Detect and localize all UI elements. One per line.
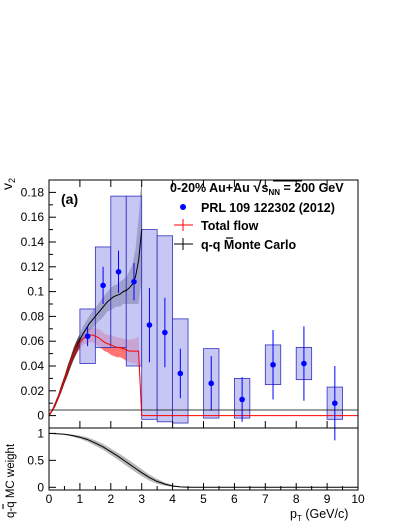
x-tick-label: 2 [107,492,114,506]
x-tick-label: 7 [262,492,269,506]
legend: PRL 109 122302 (2012) Total flow q-q Mon… [174,201,335,252]
weight-band-layer [49,433,204,488]
header-prefix: 0-20% Au+Au [170,181,253,195]
data-points-layer [84,250,338,441]
x-tick-label: 5 [200,492,207,506]
header-s-sub: NN [268,188,280,197]
weight-line [48,432,204,488]
top-y-tick-label: 0.08 [21,309,45,323]
top-y-tick-label: 0.02 [21,384,45,398]
top-y-tick-label: 0.12 [21,260,45,274]
collision-header: 0-20% Au+Au √sNN = 200 GeV [170,179,344,197]
svg-text:0-20% Au+Au √sNN = 200 GeV: 0-20% Au+Au √sNN = 200 GeV [170,179,344,197]
data-point-prl [162,329,168,336]
data-point-prl [146,322,153,328]
total-flow-line [48,334,143,416]
bottom-plot-frame [48,427,359,491]
sqrt-symbol: √ [253,179,262,196]
bottom-panel: 00.51 0 1 2 3 4 5 6 7 8 9 10 q-q MC weight pT (GeV… [2,426,365,523]
legend-item-total: Total flow [174,219,259,233]
x-tick-label: 9 [324,492,331,506]
bottom-y-axis-label: q-q MC weight [5,443,17,518]
total-flow-band-layer [49,327,142,417]
legend-item-prl: PRL 109 122302 (2012) [180,201,335,215]
x-tick-label: 6 [231,492,238,506]
bottom-y-axis: 00.51 [27,426,56,494]
top-y-tick-label: 0.04 [21,359,45,373]
data-point-prl [332,400,338,407]
data-point-prl [239,396,245,403]
data-point-prl [84,333,91,340]
top-y-tick-label: 0 [37,409,44,423]
bottom-y-tick-label: 1 [37,426,44,440]
top-y-tick-label: 0.18 [21,185,45,199]
bottom-y-tick-label: 0.5 [27,453,44,467]
data-point-prl [270,361,276,368]
legend-marker-prl [180,204,186,210]
top-y-tick-label: 0.06 [21,334,45,348]
x-tick-label: 8 [293,492,300,506]
weight-band [49,433,204,488]
top-y-tick-label: 0.14 [21,235,45,249]
x-tick-label: 3 [138,492,145,506]
data-point-prl [177,370,184,377]
x-tick-label: 1 [77,492,84,506]
panel-label: (a) [61,191,78,207]
total-flow-band [49,327,142,417]
legend-label-qq: q-q Monte Carlo [201,238,296,252]
data-point-prl [131,278,137,285]
y-axis-label: v2 [0,178,17,190]
legend-label-prl: PRL 109 122302 (2012) [201,201,335,215]
bottom-y-tick-label: 0 [37,480,44,494]
x-tick-label: 10 [351,492,365,506]
header-s: s [261,181,268,195]
top-y-tick-label: 0.16 [21,210,45,224]
legend-label-total: Total flow [201,219,259,233]
data-point-prl [208,380,215,387]
top-panel: 0 0.02 0.04 0.06 0.08 0.1 0.12 0.14 0.16 0.18 (a)… [0,178,359,441]
x-tick-label: 0 [46,492,53,506]
curve-lines-layer [48,229,358,417]
x-axis: 0 1 2 3 4 5 6 7 8 9 10 [46,483,365,506]
data-point-prl [301,360,307,367]
header-suffix: = 200 GeV [280,181,344,195]
data-point-prl [115,268,122,275]
top-y-tick-label: 0.1 [27,285,44,299]
data-point-prl [100,282,106,289]
top-y-axis: 0 0.02 0.04 0.06 0.08 0.1 0.12 0.14 0.16 0.18 [21,180,359,428]
x-tick-label: 4 [169,492,176,506]
x-axis-label: pT (GeV/c) [290,507,348,523]
legend-item-qq: q-q Monte Carlo [174,237,296,252]
